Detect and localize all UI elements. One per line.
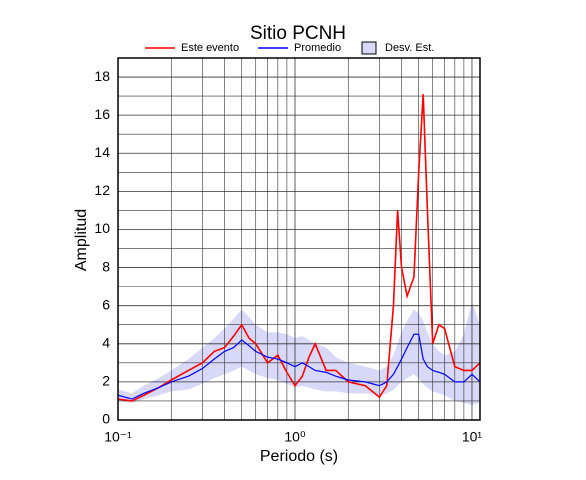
- legend-swatch: [361, 41, 377, 55]
- legend-label: Desv. Est.: [385, 42, 434, 54]
- y-axis-label: Amplitud: [73, 209, 90, 271]
- legend-label: Este evento: [181, 42, 239, 54]
- series-line: [117, 333, 481, 400]
- y-tick-label: 8: [102, 258, 110, 274]
- y-tick-label: 2: [102, 373, 110, 389]
- y-tick-label: 4: [102, 334, 110, 350]
- x-tick-label: 10¹: [462, 429, 483, 445]
- series-line: [117, 94, 481, 402]
- y-tick-label: 10: [94, 220, 110, 236]
- y-tick-label: 6: [102, 296, 110, 312]
- x-tick-label: 10⁻¹: [104, 429, 132, 445]
- y-tick-label: 16: [94, 106, 110, 122]
- y-tick-label: 14: [94, 144, 110, 160]
- x-axis-label: Periodo (s): [260, 448, 338, 465]
- legend-label: Promedio: [294, 42, 341, 54]
- x-tick-label: 10⁰: [284, 429, 306, 445]
- y-tick-label: 12: [94, 182, 110, 198]
- chart-title: Sitio PCNH: [250, 23, 346, 44]
- y-tick-label: 0: [102, 411, 110, 427]
- y-tick-label: 18: [94, 68, 110, 84]
- std-band: [118, 301, 480, 405]
- plot-frame: [117, 57, 481, 421]
